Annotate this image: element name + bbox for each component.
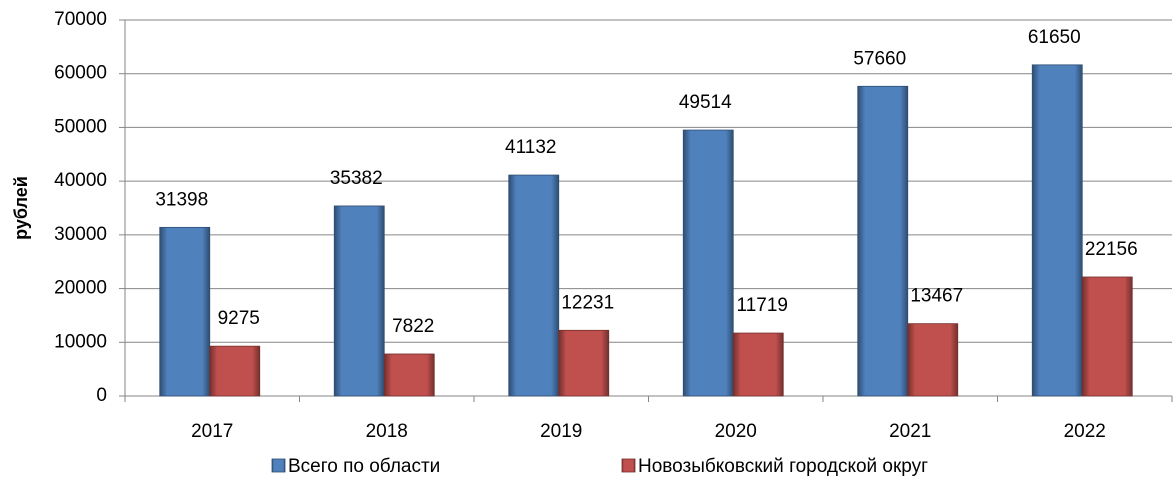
data-label: 11719 bbox=[737, 295, 788, 316]
bar bbox=[682, 129, 734, 397]
bar bbox=[857, 85, 909, 397]
y-tick-label: 40000 bbox=[54, 170, 107, 191]
bar bbox=[1031, 64, 1083, 397]
y-tick-label: 50000 bbox=[54, 116, 107, 137]
bar bbox=[209, 345, 261, 397]
bar bbox=[333, 205, 385, 397]
bar bbox=[1081, 276, 1133, 397]
bar bbox=[732, 332, 784, 397]
x-tick-label: 2019 bbox=[540, 421, 582, 442]
data-label: 57660 bbox=[853, 48, 906, 69]
data-label: 41132 bbox=[505, 137, 556, 158]
y-tick-label: 70000 bbox=[54, 9, 107, 30]
data-label: 31398 bbox=[155, 189, 208, 210]
bar bbox=[907, 323, 959, 397]
data-label: 9275 bbox=[218, 308, 260, 329]
y-tick-label: 30000 bbox=[54, 224, 107, 245]
data-label: 13467 bbox=[910, 286, 963, 307]
y-tick-label: 0 bbox=[96, 385, 107, 406]
data-label: 7822 bbox=[392, 316, 434, 337]
data-label: 12231 bbox=[561, 292, 614, 313]
bar bbox=[558, 329, 610, 397]
y-tick-label: 10000 bbox=[54, 331, 107, 352]
x-tick-label: 2017 bbox=[191, 421, 233, 442]
x-tick-label: 2020 bbox=[715, 421, 757, 442]
legend-swatch bbox=[271, 458, 286, 473]
x-tick-label: 2018 bbox=[366, 421, 408, 442]
bar bbox=[383, 353, 435, 397]
bar bbox=[159, 226, 211, 397]
legend-swatch bbox=[621, 458, 636, 473]
x-tick-label: 2021 bbox=[889, 421, 931, 442]
data-label: 49514 bbox=[679, 92, 732, 113]
bar bbox=[508, 174, 560, 397]
data-label: 22156 bbox=[1085, 239, 1138, 260]
y-axis-label: рублей bbox=[11, 176, 31, 240]
y-tick-label: 60000 bbox=[54, 63, 107, 84]
y-tick-label: 20000 bbox=[54, 278, 107, 299]
data-label: 61650 bbox=[1028, 27, 1081, 48]
legend-label: Новозыбковский городской округ bbox=[638, 456, 928, 477]
data-label: 35382 bbox=[330, 168, 383, 189]
legend-label: Всего по области bbox=[288, 456, 440, 477]
x-tick-label: 2022 bbox=[1064, 421, 1106, 442]
